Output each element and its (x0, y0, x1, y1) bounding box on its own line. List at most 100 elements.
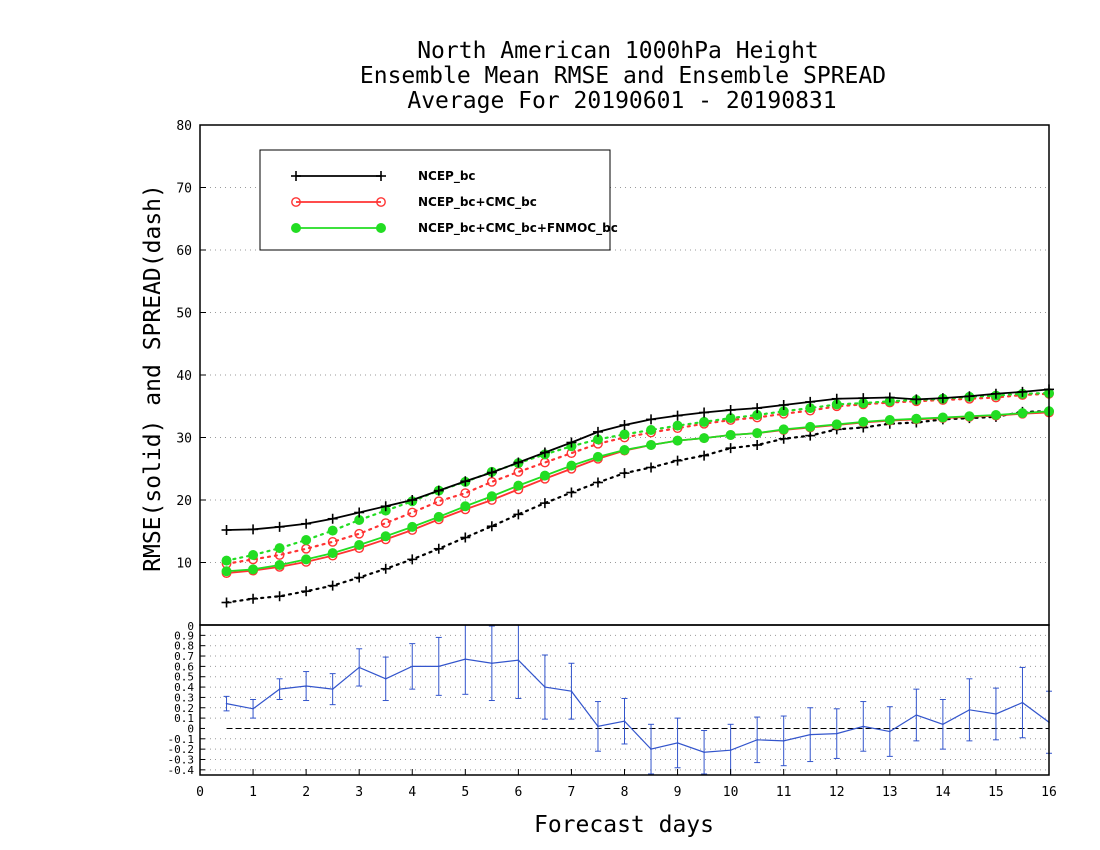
data-point (699, 407, 710, 418)
data-point (460, 532, 471, 543)
tick-label: 0.8 (174, 640, 194, 653)
tick-label: 0.2 (174, 702, 194, 715)
data-point (672, 410, 683, 421)
tick-label: 1 (249, 785, 257, 800)
data-point (513, 480, 524, 491)
data-point (513, 457, 524, 468)
tick-label: 30 (176, 432, 192, 447)
data-point (433, 543, 444, 554)
data-point (672, 455, 683, 466)
data-point (752, 403, 763, 414)
data-point (699, 433, 710, 444)
tick-label: 0.6 (174, 660, 194, 673)
data-point (858, 416, 869, 427)
series-line (226, 411, 1050, 575)
x-axis-label: Forecast days (534, 812, 714, 838)
data-point (291, 171, 301, 181)
data-point (942, 723, 944, 726)
data-point (729, 749, 732, 751)
tick-label: 13 (882, 785, 898, 800)
data-point (592, 434, 603, 445)
tick-label: 0.1 (174, 712, 194, 725)
data-point (380, 531, 391, 542)
data-point (517, 659, 520, 661)
data-point (486, 521, 497, 532)
data-point (831, 419, 842, 430)
series-line (226, 388, 1050, 531)
series-line (225, 410, 1051, 604)
tick-label: 0.7 (174, 650, 194, 663)
data-point (278, 688, 281, 690)
data-point (433, 496, 444, 507)
title-line-3: Average For 20190601 - 20190831 (407, 88, 836, 114)
data-point (491, 662, 493, 665)
data-point (725, 413, 736, 424)
series-rmse (221, 384, 1054, 535)
tick-label: 40 (176, 369, 192, 384)
legend-label: NCEP_bc+CMC_bc+FNMOC_bc (418, 221, 618, 236)
legend-label: NCEP_bc+CMC_bc (418, 195, 537, 210)
tick-label: 0 (196, 785, 204, 800)
data-point (486, 476, 497, 487)
data-point (752, 428, 763, 439)
data-point (354, 572, 365, 583)
data-point (964, 391, 975, 402)
data-point (699, 416, 710, 427)
tick-label: 0.9 (174, 629, 194, 642)
data-point (384, 677, 387, 680)
data-point (592, 477, 603, 488)
data-point (327, 525, 338, 536)
data-point (805, 396, 816, 407)
data-point (274, 521, 285, 532)
tick-label: 15 (988, 785, 1004, 800)
data-point (570, 690, 573, 693)
data-point (650, 748, 652, 750)
legend-label: NCEP_bc (418, 169, 476, 184)
data-point (301, 586, 312, 597)
data-point (592, 451, 603, 462)
data-point (221, 597, 232, 608)
data-point (676, 742, 679, 744)
bottom-panel-grid (200, 634, 1049, 771)
series-line (226, 410, 1050, 573)
tick-label: 16 (1041, 785, 1057, 800)
data-point (354, 507, 365, 518)
data-point (964, 411, 975, 422)
data-point (221, 555, 232, 566)
data-point (486, 491, 497, 502)
data-point (862, 725, 865, 728)
title-line-1: North American 1000hPa Height (417, 38, 819, 64)
data-point (778, 400, 789, 410)
legend-item: NCEP_bc+CMC_bc (291, 195, 537, 210)
data-point (248, 524, 259, 535)
data-point (248, 550, 259, 560)
data-point (778, 406, 789, 417)
data-point (990, 410, 1001, 420)
data-point (301, 554, 312, 565)
data-point (327, 536, 338, 547)
tick-label: 14 (935, 785, 951, 800)
data-point (460, 476, 471, 487)
tick-label: 8 (621, 785, 629, 800)
data-point (464, 658, 467, 660)
tick-label: 50 (176, 307, 192, 322)
data-point (646, 414, 657, 425)
data-point (331, 688, 334, 690)
bottom-y-axis-ticks: 00.90.80.70.60.50.40.30.20.10-0.1-0.2-0.… (168, 620, 205, 777)
tick-label: -0.2 (168, 743, 195, 756)
bottom-panel-series (223, 624, 1052, 776)
data-point (725, 443, 736, 454)
data-point (354, 540, 365, 550)
tick-label: 70 (176, 182, 192, 197)
data-point (937, 393, 948, 404)
data-point (566, 460, 577, 471)
x-axis-ticks: 0 1 2 3 4 5 6 7 8 9 10 11 12 13 14 15 16 (196, 769, 1057, 800)
tick-label: 0.4 (174, 681, 194, 694)
data-point (539, 470, 550, 481)
tick-label: 60 (176, 244, 192, 259)
data-point (619, 445, 630, 455)
tick-label: 2 (302, 785, 310, 800)
data-point (376, 223, 386, 233)
tick-label: -0.1 (168, 733, 195, 746)
